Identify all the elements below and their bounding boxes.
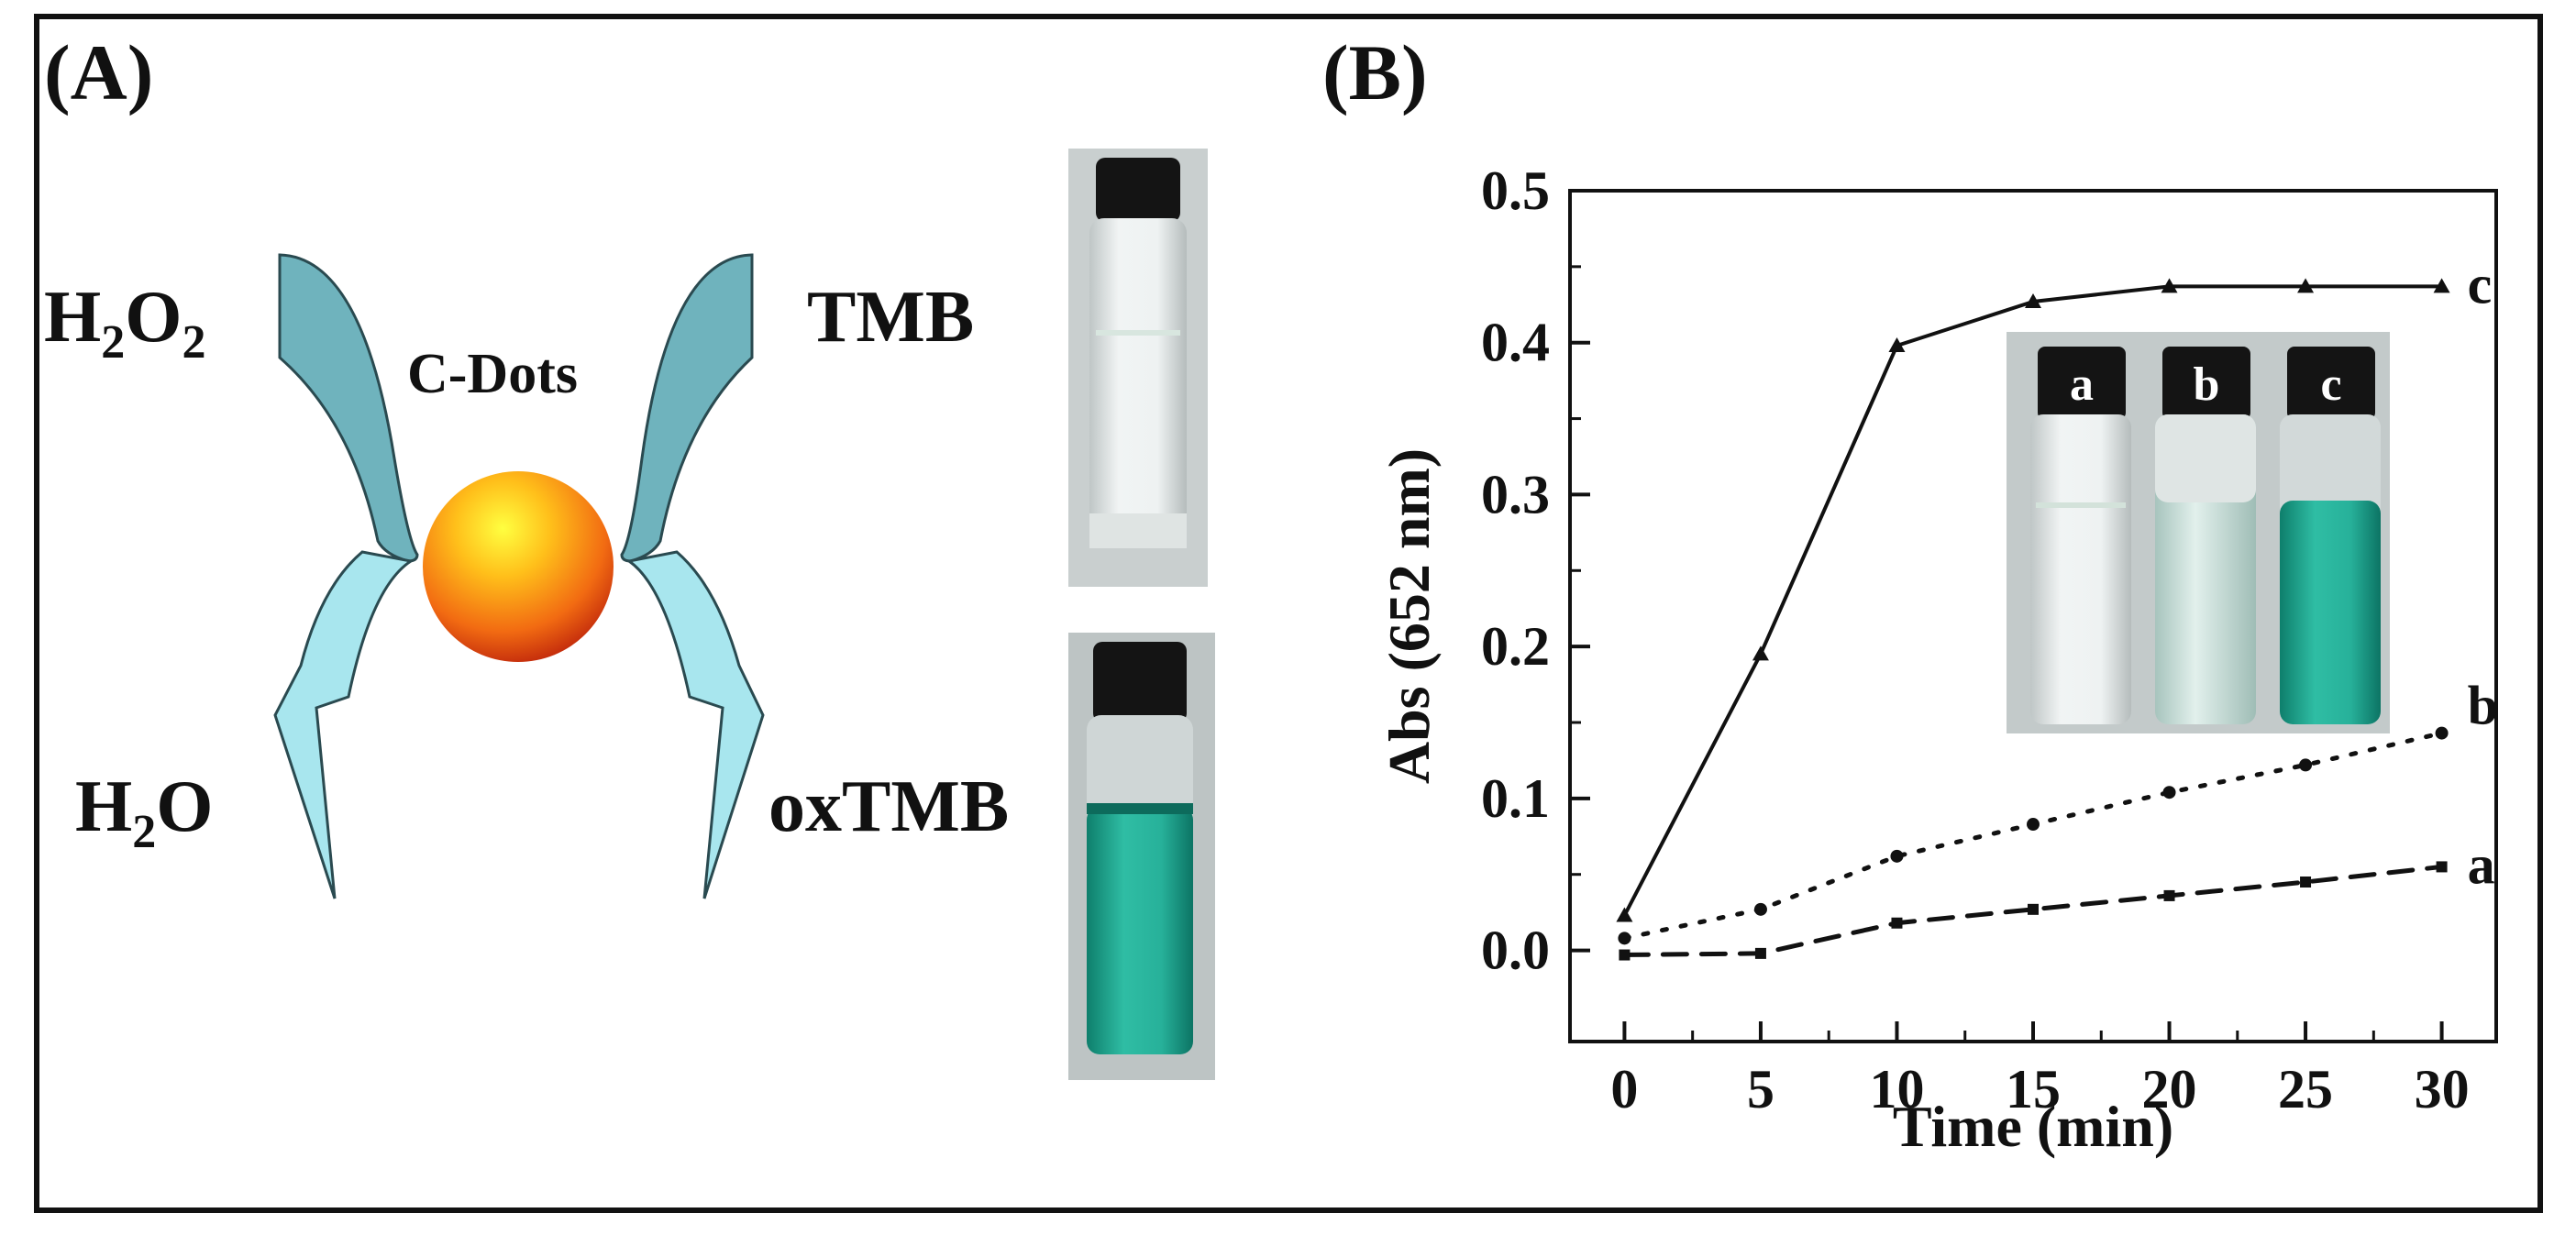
x-tick-label: 10 — [1869, 1059, 1924, 1119]
series-point-b — [1753, 902, 1767, 916]
inset-vials-photo: a b c — [2007, 332, 2390, 733]
h2o2-label: H2O2 — [44, 277, 205, 369]
series-point-a — [2028, 903, 2039, 915]
series-layer: a b c — [1616, 254, 2498, 961]
x-tick-label: 0 — [1610, 1059, 1638, 1119]
x-axis: 0 5 10 15 20 25 30 — [1610, 1021, 2470, 1119]
series-point-a — [1619, 949, 1631, 961]
tmb-label: TMB — [807, 277, 974, 358]
series-point-c — [1752, 645, 1769, 661]
series-point-c — [2161, 278, 2178, 293]
y-tick-label: 0.5 — [1481, 160, 1550, 221]
series-label-c: c — [2468, 254, 2493, 314]
inset-vial-c-cap-icon — [2287, 347, 2375, 420]
inset-label-b: b — [2194, 358, 2220, 411]
panel-b: (B) 0.0 0.1 0.2 0.3 0.4 0.5 0 5 10 15 20 25 30 Time… — [1322, 28, 2498, 1159]
series-point-b — [2027, 818, 2040, 832]
y-axis-label: Abs (652 nm) — [1376, 448, 1442, 784]
y-axis: 0.0 0.1 0.2 0.3 0.4 0.5 — [1481, 160, 1590, 981]
series-point-a — [2436, 861, 2448, 873]
c-dots-label: C-Dots — [407, 343, 578, 405]
arrow-tmb-in-icon — [620, 253, 754, 563]
series-point-c — [2025, 292, 2041, 308]
y-tick-label: 0.4 — [1481, 313, 1550, 373]
series-point-c — [2433, 278, 2450, 293]
series-point-c — [2297, 278, 2315, 293]
panel-b-label: (B) — [1322, 28, 1428, 116]
x-tick-label: 20 — [2142, 1059, 2197, 1119]
series-point-b — [1618, 932, 1631, 945]
inset-label-a: a — [2070, 358, 2094, 411]
arrow-h2o2-in-icon — [278, 253, 419, 563]
y-tick-label: 0.0 — [1481, 921, 1550, 981]
series-label-a: a — [2468, 834, 2495, 895]
series-point-c — [1616, 907, 1633, 922]
inset-label-c: c — [2320, 358, 2341, 411]
x-tick-label: 25 — [2278, 1059, 2333, 1119]
x-tick-label: 5 — [1747, 1059, 1774, 1119]
inset-vial-a-cap-icon — [2038, 347, 2126, 420]
c-dots-sphere-icon — [423, 471, 614, 662]
series-point-a — [1891, 917, 1903, 929]
series-point-c — [1888, 337, 1906, 353]
series-point-b — [2162, 786, 2176, 799]
series-point-b — [2435, 726, 2449, 740]
h2o-label: H2O — [75, 766, 213, 858]
y-tick-label: 0.1 — [1481, 768, 1550, 829]
x-tick-label: 15 — [2006, 1059, 2061, 1119]
inset-vial-a-icon — [2030, 414, 2131, 724]
figure-border — [34, 14, 2543, 1213]
arrow-h2o-out-icon — [273, 550, 415, 899]
series-point-a — [2163, 889, 2175, 901]
series-point-b — [1890, 849, 1904, 863]
series-point-a — [1754, 947, 1766, 959]
x-axis-label: Time (min) — [1893, 1094, 2173, 1159]
panel-a-label: (A) — [44, 28, 153, 116]
y-tick-label: 0.3 — [1481, 464, 1550, 524]
vial-oxtmb-icon — [1068, 633, 1215, 1080]
arrow-oxtmb-out-icon — [625, 550, 765, 899]
x-tick-label: 30 — [2415, 1059, 2470, 1119]
oxtmb-label: oxTMB — [768, 766, 1009, 847]
series-point-a — [2300, 877, 2312, 888]
y-tick-label: 0.2 — [1481, 616, 1550, 677]
series-point-b — [2299, 758, 2313, 772]
inset-vial-b-cap-icon — [2162, 347, 2250, 420]
panel-a: (A) H2O2 C-Dots TMB H2O oxTMB — [44, 28, 1215, 1080]
vial-tmb-icon — [1068, 149, 1208, 587]
series-label-b: b — [2468, 676, 2498, 736]
